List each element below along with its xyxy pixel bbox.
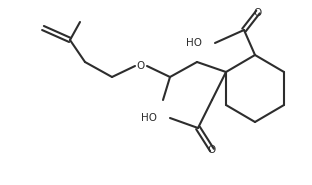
Text: O: O: [254, 8, 262, 18]
Text: O: O: [208, 145, 216, 155]
Text: HO: HO: [141, 113, 157, 123]
Text: O: O: [137, 61, 145, 71]
Text: HO: HO: [186, 38, 202, 48]
